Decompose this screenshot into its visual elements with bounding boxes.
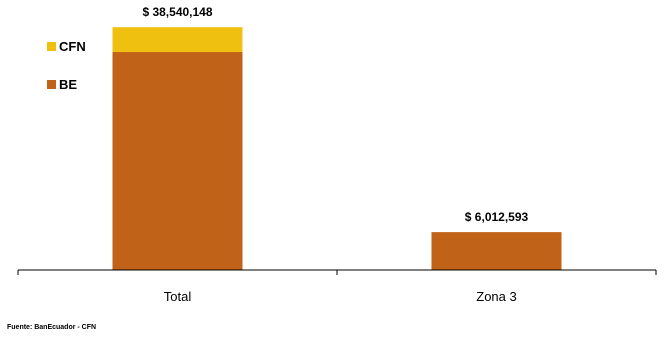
legend-label-cfn: CFN <box>59 39 86 54</box>
x-tick-label-0: Total <box>164 289 192 304</box>
legend-swatch-be <box>47 80 56 89</box>
source-footnote: Fuente: BanEcuador - CFN <box>7 324 96 331</box>
bar-be-0 <box>112 52 243 270</box>
legend-label-be: BE <box>59 77 77 92</box>
bar-be-1 <box>431 232 562 270</box>
total-label-0: $ 38,540,148 <box>142 5 212 19</box>
total-label-1: $ 6,012,593 <box>465 210 529 224</box>
x-tick-label-1: Zona 3 <box>476 289 516 304</box>
bar-cfn-0 <box>112 27 243 53</box>
legend-swatch-cfn <box>47 42 56 51</box>
